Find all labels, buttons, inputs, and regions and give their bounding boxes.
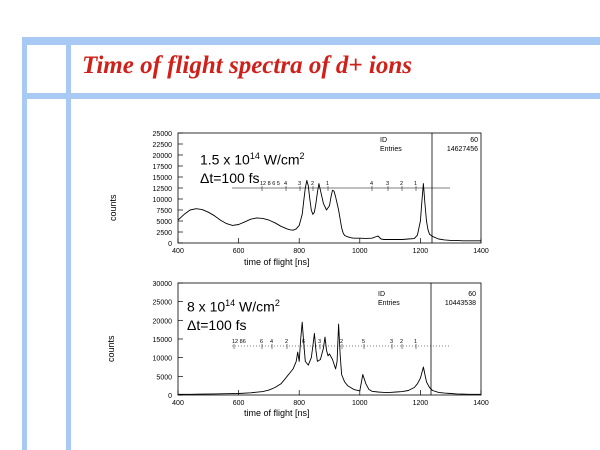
chart-bottom-charge-label: 2 [400,339,403,345]
chart-bottom-charge-label: 2 [285,339,288,345]
chart-bottom-ytick-label: 25000 [153,300,173,307]
chart-top-charge-label: 4 [370,181,373,187]
decor-top-bar [22,37,600,45]
decor-left-bar-inner [66,37,71,450]
chart-bottom-pulse-duration: Δt=100 fs [187,316,247,333]
chart-bottom-charge-label: 4 [270,339,273,345]
chart-top-xtick-label: 1400 [473,248,489,255]
chart-top-xtick-label: 1200 [413,248,429,255]
chart-top-ytick-label: 17500 [153,164,173,171]
chart-top-ytick-label: 10000 [153,197,173,204]
chart-bottom-charge-label: 5 [362,339,365,345]
chart-bottom-series-line [178,321,481,395]
chart-top-ytick-label: 20000 [153,153,173,160]
chart-bottom-ytick-label: 30000 [153,281,173,288]
chart-top-ytick-label: 15000 [153,175,173,182]
chart-bottom-ytick-label: 15000 [153,337,173,344]
chart-bottom-xtick-label: 600 [233,400,245,407]
chart-top-charge-label: 1 [326,181,329,187]
chart-top-ytick-label: 12500 [153,186,173,193]
chart-bottom-charge-label: 2 [340,339,343,345]
chart-bottom-charge-label: 1 [414,339,417,345]
chart-top-ytick-label: 7500 [156,208,172,215]
chart-bottom-ytick-label: 10000 [153,356,173,363]
chart-top-charge-label: 2 [311,181,314,187]
chart-bottom-charge-label: 3 [390,339,393,345]
chart-top-series-line [177,180,481,242]
chart-top-charge-label: 4 [284,181,287,187]
chart-top-xlabel: time of flight [ns] [244,257,310,267]
chart-top-intensity: 1.5 x 1014 W/cm2 [200,151,305,168]
chart-top-ytick-label: 5000 [156,219,172,226]
chart-top-conditions: 1.5 x 1014 W/cm2 Δt=100 fs [200,147,305,187]
chart-top-statbox: ID 60 Entries 14627456 [380,137,478,153]
chart-bottom-xtick-label: 1200 [413,400,429,407]
chart-top-xtick-label: 400 [172,248,184,255]
chart-bottom-xtick-label: 400 [172,400,184,407]
chart-bottom-ytick-label: 0 [168,393,172,400]
chart-bottom-ytick-label: 20000 [153,318,173,325]
chart-top-charge-label: 3 [386,181,389,187]
decor-bottom-bar [22,93,600,99]
chart-top-pulse-duration: Δt=100 fs [200,169,260,186]
chart-bottom-charge-label: 3 [318,339,321,345]
chart-top-ytick-label: 25000 [153,131,173,138]
chart-bottom-statbox: ID 60 Entries 10443538 [378,291,476,307]
decor-left-bar-outer [22,37,27,450]
chart-bottom-xtick-label: 1400 [473,400,489,407]
chart-top-ytick-label: 2500 [156,230,172,237]
chart-top-xtick-label: 600 [233,248,245,255]
chart-top-ytick-label: 22500 [153,142,173,149]
chart-bottom-ytick-label: 5000 [156,374,172,381]
chart-bottom-conditions: 8 x 1014 W/cm2 Δt=100 fs [187,294,280,334]
chart-top-charge-label: 1 [414,181,417,187]
chart-bottom-xtick-label: 800 [293,400,305,407]
chart-top-ytick-label: 0 [168,241,172,248]
chart-top-xtick-label: 800 [293,248,305,255]
chart-top-charge-label: 3 [298,181,301,187]
chart-top-xtick-label: 1000 [352,248,368,255]
chart-bottom-xlabel: time of flight [ns] [244,408,310,418]
chart-bottom-charge-label: 6 [260,339,263,345]
chart-bottom-xtick-label: 1000 [352,400,368,407]
slide-title: Time of flight spectra of d+ ions [82,52,412,79]
chart-top-charge-label: 12 8 6 5 [260,181,280,187]
chart-bottom-intensity: 8 x 1014 W/cm2 [187,298,280,315]
chart-bottom-charge-label: 12 86 [232,339,246,345]
chart-top-charge-label: 2 [400,181,403,187]
chart-bottom-ylabel: counts [106,335,116,362]
